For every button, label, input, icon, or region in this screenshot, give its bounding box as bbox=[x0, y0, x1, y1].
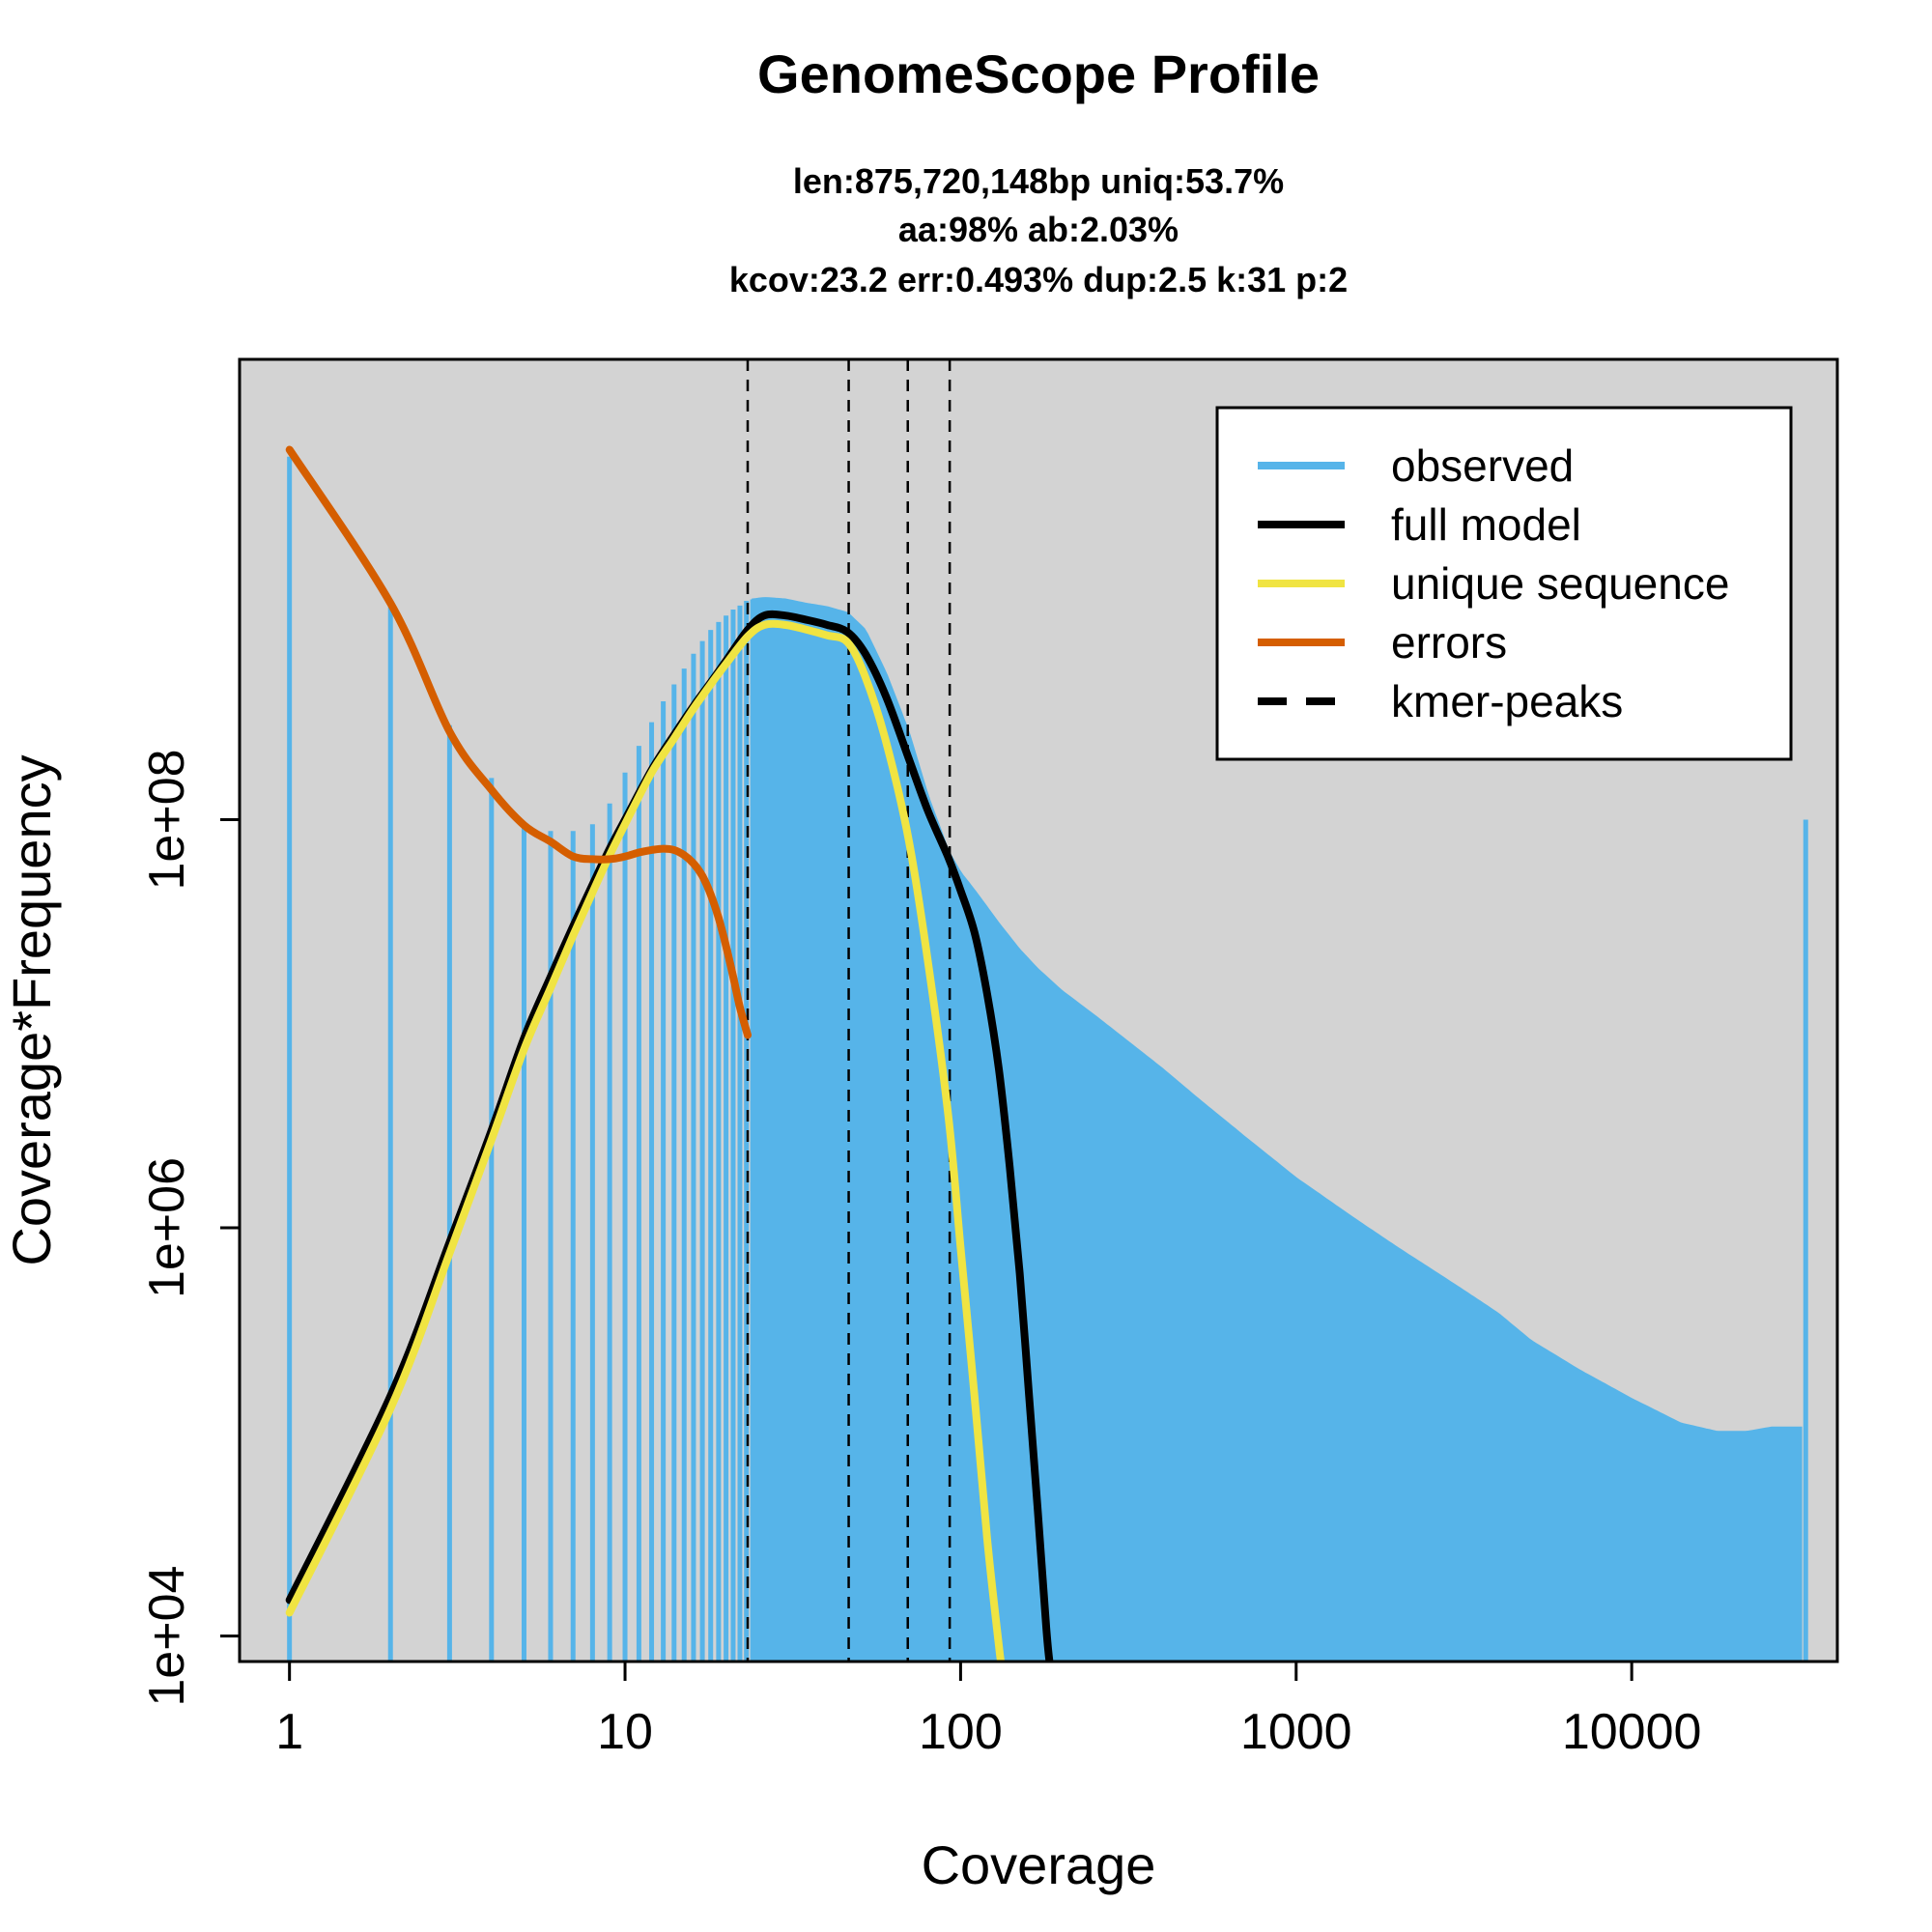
legend-label: kmer-peaks bbox=[1391, 676, 1623, 726]
unique-sequence-line bbox=[285, 619, 1006, 1662]
observed-area bbox=[752, 597, 1803, 1662]
y-tick-label: 1e+06 bbox=[139, 1157, 195, 1298]
full-model-line bbox=[285, 610, 1054, 1662]
chart-subtitle-line-1: len:875,720,148bp uniq:53.7% bbox=[793, 161, 1284, 201]
legend-label: full model bbox=[1391, 499, 1581, 550]
legend-label: errors bbox=[1391, 617, 1507, 668]
x-tick-label: 10000 bbox=[1562, 1704, 1702, 1760]
x-tick-label: 1000 bbox=[1240, 1704, 1352, 1760]
legend-label: observed bbox=[1391, 440, 1574, 491]
y-axis: 1e+04 1e+06 1e+08 bbox=[139, 749, 242, 1707]
y-tick-label: 1e+08 bbox=[139, 749, 195, 890]
observed-histogram bbox=[287, 456, 1808, 1662]
legend-items: observed full model unique sequence errors k… bbox=[1258, 440, 1729, 726]
chart-subtitle-line-2: aa:98% ab:2.03% bbox=[898, 210, 1179, 249]
legend-label: unique sequence bbox=[1391, 558, 1729, 609]
x-tick-label: 10 bbox=[597, 1704, 653, 1760]
errors-line bbox=[285, 445, 752, 1039]
legend: observed full model unique sequence errors k… bbox=[1215, 406, 1793, 761]
x-tick-label: 1 bbox=[275, 1704, 303, 1760]
model-lines bbox=[285, 445, 1054, 1662]
chart-title: GenomeScope Profile bbox=[757, 43, 1320, 104]
y-tick-label: 1e+04 bbox=[139, 1566, 195, 1707]
kmer-peak-lines bbox=[746, 359, 952, 1662]
x-axis-title: Coverage bbox=[922, 1834, 1156, 1895]
chart-subtitle-line-3: kcov:23.2 err:0.493% dup:2.5 k:31 p:2 bbox=[729, 260, 1348, 299]
x-tick-label: 100 bbox=[919, 1704, 1003, 1760]
y-axis-title: Coverage*Frequency bbox=[1, 754, 62, 1265]
x-axis: 1 10 100 1000 10000 bbox=[275, 1660, 1702, 1760]
